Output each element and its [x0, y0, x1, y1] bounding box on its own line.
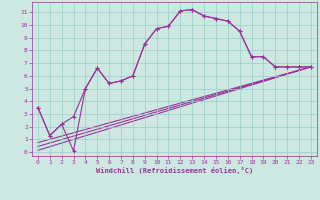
- X-axis label: Windchill (Refroidissement éolien,°C): Windchill (Refroidissement éolien,°C): [96, 167, 253, 174]
